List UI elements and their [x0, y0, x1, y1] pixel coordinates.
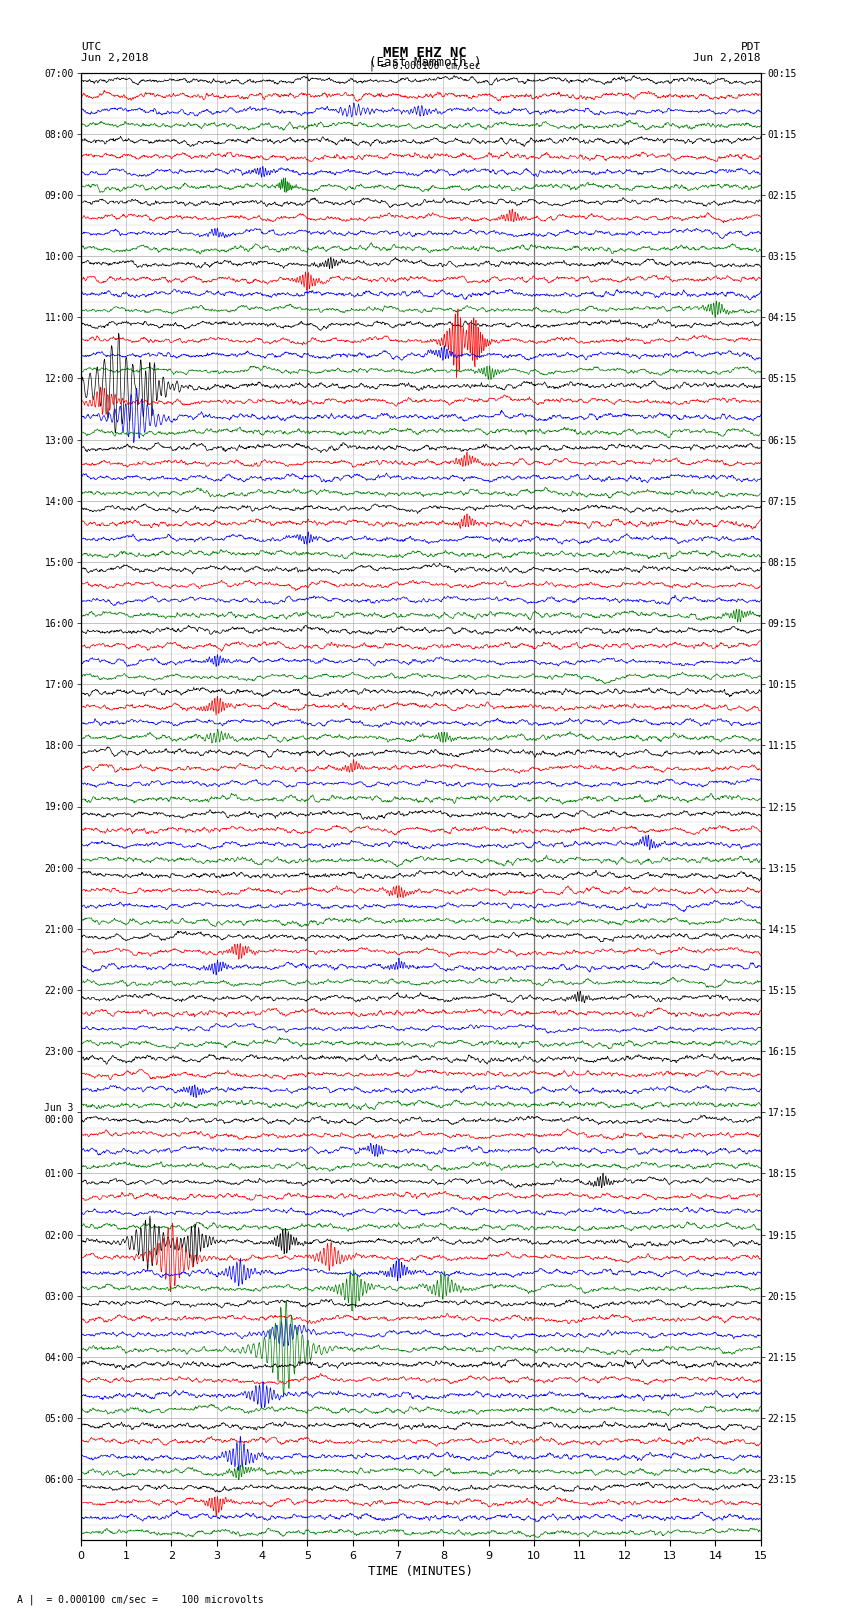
- Text: Jun 2,2018: Jun 2,2018: [81, 53, 148, 63]
- X-axis label: TIME (MINUTES): TIME (MINUTES): [368, 1565, 473, 1578]
- Text: (East Mammoth ): (East Mammoth ): [369, 56, 481, 69]
- Text: PDT: PDT: [740, 42, 761, 52]
- Text: UTC: UTC: [81, 42, 101, 52]
- Text: MEM EHZ NC: MEM EHZ NC: [383, 47, 467, 60]
- Text: A |  = 0.000100 cm/sec =    100 microvolts: A | = 0.000100 cm/sec = 100 microvolts: [17, 1594, 264, 1605]
- Text: Jun 2,2018: Jun 2,2018: [694, 53, 761, 63]
- Text: | = 0.000100 cm/sec: | = 0.000100 cm/sec: [369, 60, 481, 71]
